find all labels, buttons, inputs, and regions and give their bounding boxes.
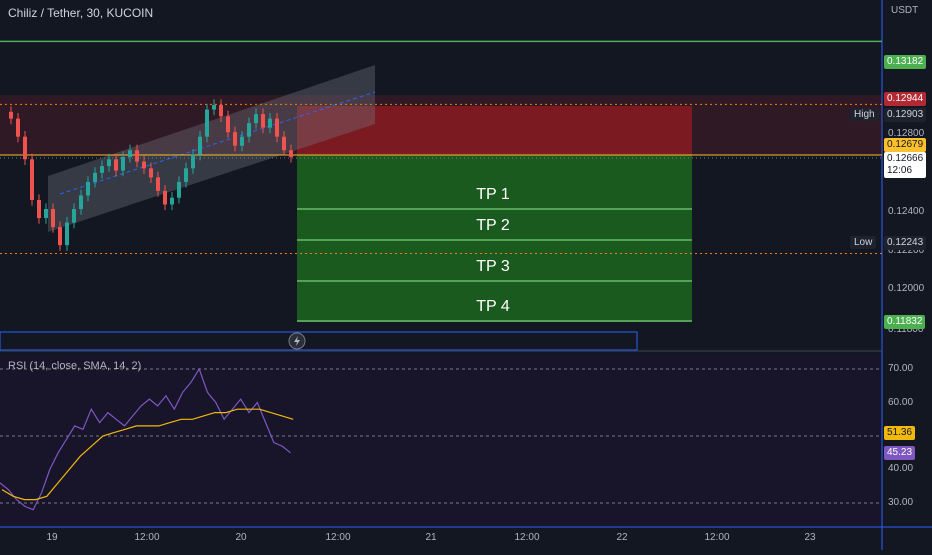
candle-body-32 xyxy=(226,116,230,133)
candle-body-36 xyxy=(254,114,258,124)
rsi-title: RSI (14, close, SMA, 14, 2) xyxy=(8,360,142,372)
candle-body-33 xyxy=(233,132,237,146)
price-tag-2: 0.12903 xyxy=(884,108,927,122)
time-label-4: 21 xyxy=(425,532,437,543)
countdown: 12:06 xyxy=(887,165,913,176)
price-tag-3: 0.12679 xyxy=(884,138,927,152)
target-label-3: TP 3 xyxy=(476,258,510,275)
candle-body-3 xyxy=(23,136,27,160)
price-label-4: 0.11800 xyxy=(888,324,924,335)
candle-body-22 xyxy=(156,177,160,191)
rsi-line xyxy=(0,367,291,511)
price-label-1: 0.12400 xyxy=(888,206,925,217)
candle-body-23 xyxy=(163,190,167,205)
lightning-icon xyxy=(294,336,300,346)
price-tag-4: 0.12666 12:06 xyxy=(884,152,927,178)
candle-body-41 xyxy=(289,150,293,158)
rsi-label-0: 70.00 xyxy=(888,363,914,374)
time-label-3: 12:00 xyxy=(325,532,351,543)
candle-body-28 xyxy=(198,136,202,155)
candle-body-19 xyxy=(135,150,139,162)
candle-body-4 xyxy=(30,159,34,200)
price-tag-5: 0.12243 xyxy=(884,236,927,250)
price-tag-0: 0.13182 xyxy=(884,55,927,69)
candle-body-26 xyxy=(184,168,188,182)
rsi-label-1: 60.00 xyxy=(888,397,914,408)
price-label-0: 0.12800 xyxy=(888,128,925,139)
candle-body-39 xyxy=(275,118,279,137)
target-label-4: TP 4 xyxy=(476,298,510,315)
time-label-2: 20 xyxy=(235,532,247,543)
candle-body-18 xyxy=(128,150,132,158)
candle-body-25 xyxy=(177,181,181,198)
candle-body-27 xyxy=(191,154,195,169)
rsi-tag-0: 51.36 xyxy=(884,426,916,440)
candle-body-15 xyxy=(107,159,111,167)
level-lines xyxy=(0,40,882,255)
candle-body-38 xyxy=(268,118,272,128)
position-zones xyxy=(0,95,882,351)
target-zone xyxy=(297,155,692,322)
candle-body-29 xyxy=(205,109,209,137)
time-label-0: 19 xyxy=(46,532,58,543)
candle-body-35 xyxy=(247,123,251,137)
channel-median xyxy=(59,91,376,195)
price-label-3: 0.12000 xyxy=(888,283,925,294)
candle-body-9 xyxy=(65,222,69,246)
target-label-2: TP 2 xyxy=(476,217,510,234)
chart-title: Chiliz / Tether, 30, KUCOIN xyxy=(8,6,154,20)
candle-body-31 xyxy=(219,105,223,117)
candle-body-12 xyxy=(86,181,90,196)
channel-fill xyxy=(48,65,375,232)
candle-body-21 xyxy=(149,168,153,178)
candle-body-10 xyxy=(72,209,76,223)
candle-body-6 xyxy=(44,209,48,219)
session-bar xyxy=(0,331,638,351)
candles xyxy=(9,99,293,251)
candle-body-16 xyxy=(114,159,118,171)
rsi-label-3: 30.00 xyxy=(888,497,914,508)
candle-body-17 xyxy=(121,157,125,171)
candle-body-34 xyxy=(240,136,244,146)
time-label-8: 23 xyxy=(804,532,816,543)
candle-body-11 xyxy=(79,195,83,210)
time-label-7: 12:00 xyxy=(704,532,730,543)
candle-body-24 xyxy=(170,197,174,205)
time-label-1: 12:00 xyxy=(134,532,160,543)
price-tag-1: 0.12944 xyxy=(884,92,927,106)
price-tag-6: 0.11832 xyxy=(884,315,926,329)
candle-body-7 xyxy=(51,209,55,228)
rsi-sma-line xyxy=(1,408,294,501)
price-unit: USDT xyxy=(891,5,919,16)
regression-channel xyxy=(48,65,376,232)
time-label-6: 22 xyxy=(616,532,628,543)
rsi-tag-1: 45.23 xyxy=(884,446,916,460)
side-label-high: High xyxy=(850,108,879,121)
candle-body-14 xyxy=(100,166,104,173)
candle-body-8 xyxy=(58,227,62,246)
time-label-5: 12:00 xyxy=(514,532,540,543)
target-label-1: TP 1 xyxy=(476,186,510,203)
candle-body-2 xyxy=(16,118,20,137)
rsi-label-2: 40.00 xyxy=(888,463,914,474)
candle-body-1 xyxy=(9,111,13,119)
price-label-2: 0.12200 xyxy=(888,245,925,256)
candle-body-13 xyxy=(93,172,97,182)
candle-body-37 xyxy=(261,114,265,128)
candle-body-20 xyxy=(142,161,146,169)
rsi-plot xyxy=(0,367,882,511)
candle-body-5 xyxy=(37,199,41,219)
side-label-low: Low xyxy=(850,236,877,249)
stop-zone xyxy=(297,106,692,155)
candle-body-40 xyxy=(282,136,286,151)
candle-body-30 xyxy=(212,105,216,110)
rsi-pane xyxy=(0,354,882,526)
